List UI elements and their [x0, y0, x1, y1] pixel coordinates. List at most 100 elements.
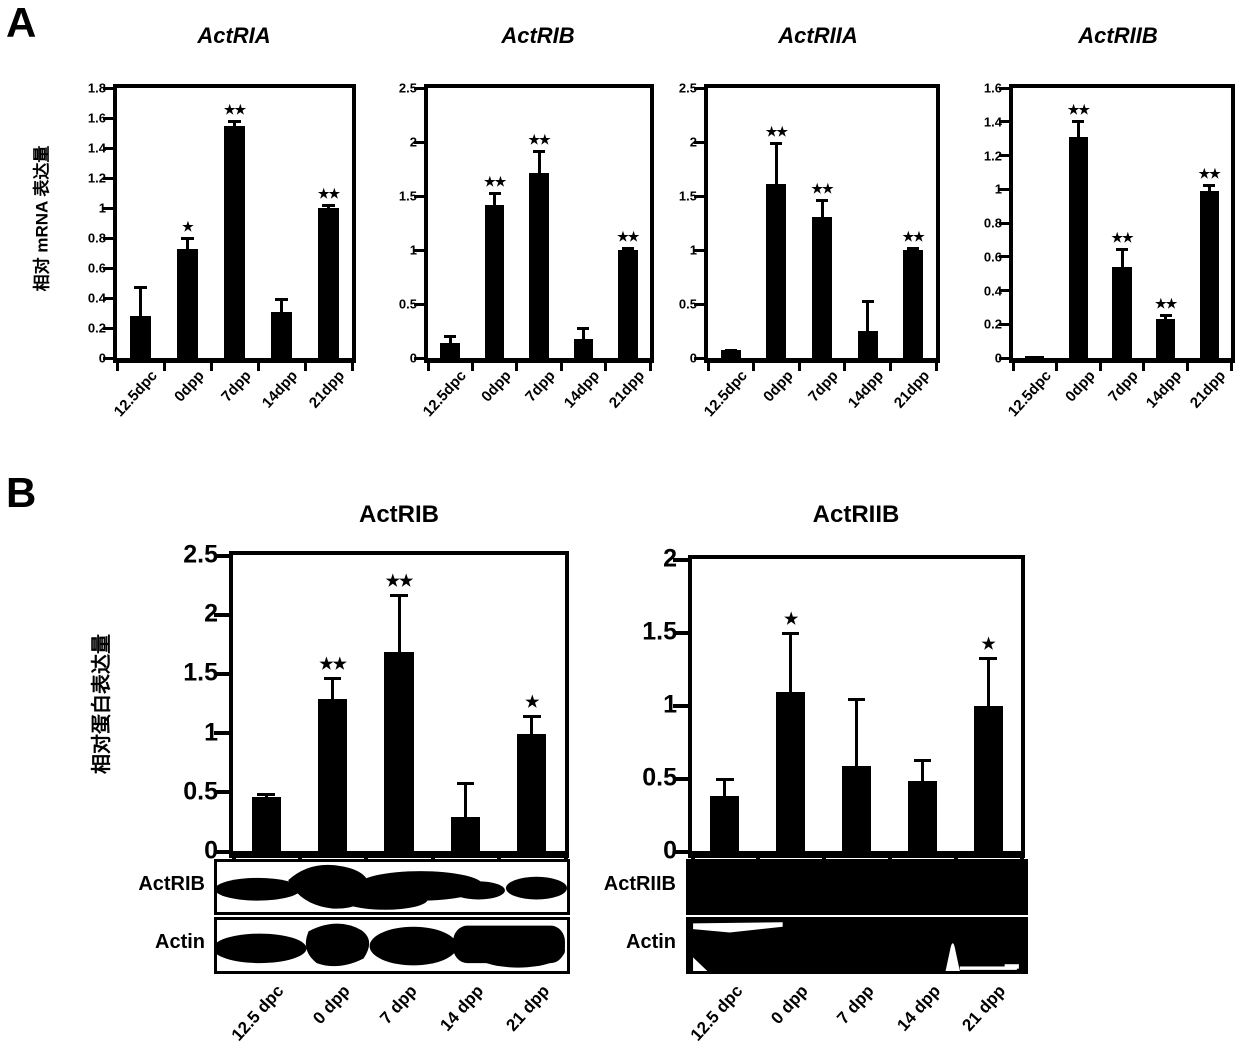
plot-area: 0 0.2 0.4 0.6 0.8 1 1.2 1.4 1.6 12.5dpc ★★ 0dpp ★★ 7d… — [984, 82, 1233, 420]
chart-title-actrib-protein: ActRIB — [358, 501, 439, 528]
bar-0dpp — [776, 691, 806, 851]
error-bar-cap — [456, 782, 475, 786]
y-tick-label: 1.5 — [642, 617, 677, 646]
x-category-label: 7dpp — [1105, 367, 1142, 406]
bar-7dpp — [529, 173, 549, 358]
x-category-label: 7dpp — [522, 367, 559, 406]
error-bar-cap — [1203, 184, 1216, 188]
bar-0dpp — [1068, 136, 1088, 358]
y-tick-mark — [414, 140, 424, 144]
x-category-label: 0 dpp — [767, 981, 813, 1028]
x-tick-mark — [756, 851, 761, 862]
bar-12.5dpc — [440, 342, 460, 358]
y-tick-mark — [999, 289, 1009, 292]
bar-chart-actriia-mrna: 0 0.5 1 1.5 2 2.5 12.5dpc ★★ 0dpp ★★ 7dpp 14dpp ★★ 21… — [679, 82, 940, 420]
significance-marker: ★★ — [528, 131, 550, 147]
y-tick-mark — [999, 356, 1009, 360]
bar-14dpp — [573, 338, 594, 358]
x-category-label: 14dpp — [845, 367, 888, 412]
y-tick-label: 0.5 — [642, 763, 677, 792]
x-category-label: 7dpp — [217, 367, 255, 406]
y-tick-label: 1.5 — [398, 188, 417, 204]
y-tick-mark — [673, 630, 688, 635]
y-tick-mark — [214, 790, 229, 795]
x-category-label: 7dpp — [805, 367, 842, 406]
plot-area: 0 0.2 0.4 0.6 0.8 1 1.2 1.4 1.6 1.8 12.5dpc ★ 0dpp ★★… — [88, 82, 354, 420]
error-bar — [448, 335, 452, 343]
error-bar-cap — [323, 676, 342, 680]
x-tick-mark — [953, 851, 958, 862]
error-bar-cap — [782, 632, 800, 635]
y-tick-mark — [103, 236, 113, 240]
bar-21dpp — [517, 733, 547, 851]
bar-12.5dpc — [251, 796, 281, 851]
x-category-label: 0dpp — [1061, 367, 1099, 406]
significance-marker: ★★ — [319, 655, 347, 673]
y-tick-mark — [694, 356, 704, 360]
y-tick-label: 0.6 — [983, 249, 1002, 265]
y-tick-label: 1 — [98, 200, 106, 216]
x-tick-mark — [752, 358, 756, 371]
error-bar-cap — [847, 697, 866, 701]
y-tick-mark — [673, 703, 688, 708]
y-tick-mark — [103, 116, 113, 120]
x-category-label: 21 dpp — [502, 981, 554, 1035]
error-bar — [855, 697, 858, 767]
x-tick-mark — [1229, 358, 1233, 371]
y-tick-label: 2 — [204, 599, 218, 628]
x-tick-mark — [843, 358, 847, 371]
error-bar — [920, 759, 924, 781]
x-category-label: 0dpp — [759, 367, 797, 406]
western-blot-actriib-strip — [686, 859, 1028, 915]
y-tick-label: 0.5 — [183, 777, 218, 806]
y-tick-label: 1.6 — [87, 110, 106, 126]
y-tick-label: 1 — [204, 718, 218, 747]
x-category-label: 21dpp — [605, 367, 648, 412]
significance-marker: ★★ — [1198, 166, 1221, 182]
y-tick-mark — [103, 296, 113, 300]
x-category-label: 0dpp — [170, 367, 208, 406]
significance-marker: ★ — [525, 693, 539, 711]
y-tick-mark — [999, 221, 1009, 225]
y-tick-mark — [694, 194, 704, 198]
y-tick-mark — [999, 120, 1009, 124]
error-bar-cap — [577, 326, 590, 330]
y-tick-label: 1 — [409, 242, 417, 258]
error-bar-cap — [979, 656, 997, 660]
significance-marker: ★★ — [811, 181, 833, 197]
y-tick-mark — [414, 302, 424, 306]
bar-0dpp — [484, 204, 505, 358]
y-tick-mark — [214, 731, 229, 736]
y-tick-mark — [673, 776, 688, 781]
error-bar — [820, 199, 824, 217]
y-tick-label: 0 — [98, 350, 106, 366]
error-bar-cap — [523, 714, 541, 718]
panel-b-y-axis-label: 相对蛋白表达量 — [91, 634, 113, 774]
bar-chart-actriib-protein: 0 0.5 1 1.5 2 12.5 dpc ★ 0 dpp 7 dpp 14 dpp ★ 21 dp… — [642, 546, 1025, 1045]
y-tick-mark — [214, 849, 229, 854]
error-bar-cap — [716, 778, 734, 781]
bar-21dpp — [1199, 190, 1219, 358]
x-tick-mark — [1055, 358, 1059, 371]
blot-label-actrib: ActRIB — [138, 873, 205, 895]
error-bar-cap — [322, 203, 335, 207]
x-tick-mark — [648, 358, 652, 371]
bar-14dpp — [857, 331, 878, 358]
x-category-label: 14dpp — [259, 367, 302, 412]
y-tick-label: 1 — [994, 181, 1002, 197]
x-tick-mark — [1011, 358, 1015, 371]
x-category-label: 12.5dpc — [110, 367, 161, 421]
significance-marker: ★★ — [483, 173, 506, 189]
error-bar-cap — [815, 199, 828, 203]
bar-12.5dpc — [1025, 356, 1045, 358]
error-bar — [774, 142, 778, 185]
y-tick-label: 2.5 — [398, 80, 417, 96]
y-tick-label: 1.5 — [678, 188, 697, 204]
x-tick-mark — [350, 358, 354, 371]
error-bar — [1120, 248, 1124, 267]
y-tick-label: 0 — [689, 350, 697, 366]
x-category-label: 21 dpp — [958, 981, 1010, 1035]
western-blot-actin-strip-left — [214, 917, 570, 974]
blot-bands-image — [689, 920, 1025, 971]
x-tick-mark — [162, 358, 166, 371]
